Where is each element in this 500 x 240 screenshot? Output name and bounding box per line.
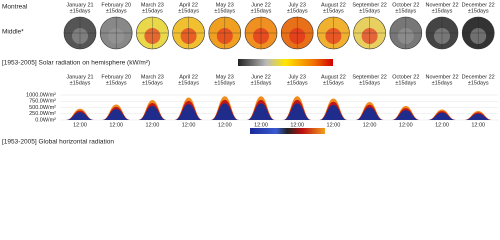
area-layer	[210, 103, 239, 120]
x-label: 12:00	[182, 122, 196, 128]
y-tick-label: 0.0W/m²	[35, 117, 56, 123]
window-label: ±15days	[214, 8, 235, 14]
row-label: Middle*	[2, 29, 24, 36]
window-label: ±15days	[142, 8, 163, 14]
month-label: December 22	[462, 2, 495, 8]
x-label: 12:00	[146, 122, 160, 128]
hemisphere-title: [1953-2005] Solar radiation on hemispher…	[2, 60, 150, 67]
area-layer	[464, 113, 493, 120]
window-label: ±15days	[432, 80, 453, 86]
window-label: ±15days	[70, 8, 91, 14]
window-label: ±15days	[251, 80, 272, 86]
month-label: September 22	[352, 74, 387, 80]
month-label: October 22	[392, 74, 419, 80]
chart-title: [1953-2005] Global horizontal radiation	[2, 139, 114, 146]
colorbar	[250, 128, 325, 134]
month-label: February 20	[101, 74, 131, 80]
month-label: April 22	[179, 2, 198, 8]
window-label: ±15days	[468, 80, 489, 86]
area-layer	[391, 110, 420, 120]
y-tick-label: 500.0W/m²	[29, 105, 56, 111]
x-label: 12:00	[327, 122, 341, 128]
month-label: May 23	[216, 74, 234, 80]
month-label: August 22	[321, 74, 346, 80]
month-label: September 22	[352, 2, 387, 8]
area-layer	[355, 107, 384, 120]
x-label: 12:00	[435, 122, 449, 128]
area-layer	[247, 103, 275, 120]
page: Montreal Middle* [1953-2005] Solar radia…	[2, 2, 498, 146]
x-label: 12:00	[363, 122, 377, 128]
window-label: ±15days	[468, 8, 489, 14]
area-layer	[428, 112, 456, 120]
window-label: ±15days	[432, 8, 453, 14]
month-label: December 22	[462, 74, 495, 80]
window-label: ±15days	[251, 8, 272, 14]
month-label: February 20	[101, 2, 131, 8]
x-label: 12:00	[290, 122, 304, 128]
window-label: ±15days	[287, 80, 308, 86]
month-label: March 23	[141, 2, 164, 8]
y-tick-label: 250.0W/m²	[29, 111, 56, 117]
window-label: ±15days	[142, 80, 163, 86]
month-label: January 21	[66, 2, 93, 8]
window-label: ±15days	[323, 8, 344, 14]
colorbar	[238, 59, 333, 66]
area-layer	[319, 104, 348, 120]
x-label: 12:00	[471, 122, 485, 128]
month-label: May 23	[216, 2, 234, 8]
x-label: 12:00	[254, 122, 268, 128]
month-label: June 22	[251, 74, 271, 80]
x-label: 12:00	[109, 122, 123, 128]
window-label: ±15days	[359, 8, 380, 14]
window-label: ±15days	[287, 8, 308, 14]
window-label: ±15days	[395, 8, 416, 14]
y-tick-label: 1000.0W/m²	[26, 92, 56, 98]
x-label: 12:00	[218, 122, 232, 128]
month-label: November 22	[425, 74, 458, 80]
window-label: ±15days	[106, 8, 127, 14]
window-label: ±15days	[70, 80, 91, 86]
area-layer	[102, 109, 131, 120]
window-label: ±15days	[214, 80, 235, 86]
month-label: April 22	[179, 74, 198, 80]
window-label: ±15days	[359, 80, 380, 86]
area-layer	[66, 112, 94, 120]
window-label: ±15days	[323, 80, 344, 86]
window-label: ±15days	[395, 80, 416, 86]
month-label: July 23	[288, 2, 305, 8]
window-label: ±15days	[178, 80, 199, 86]
area-layer	[138, 106, 167, 120]
month-label: July 23	[288, 74, 305, 80]
window-label: ±15days	[106, 80, 127, 86]
area-layer	[283, 103, 312, 120]
month-label: October 22	[392, 2, 419, 8]
month-label: March 23	[141, 74, 164, 80]
month-label: January 21	[66, 74, 93, 80]
y-tick-label: 750.0W/m²	[29, 99, 56, 105]
window-label: ±15days	[178, 8, 199, 14]
area-layer	[174, 104, 203, 120]
x-label: 12:00	[73, 122, 87, 128]
month-label: November 22	[425, 2, 458, 8]
month-label: August 22	[321, 2, 346, 8]
location: Montreal	[2, 4, 28, 11]
month-label: June 22	[251, 2, 271, 8]
x-label: 12:00	[399, 122, 413, 128]
